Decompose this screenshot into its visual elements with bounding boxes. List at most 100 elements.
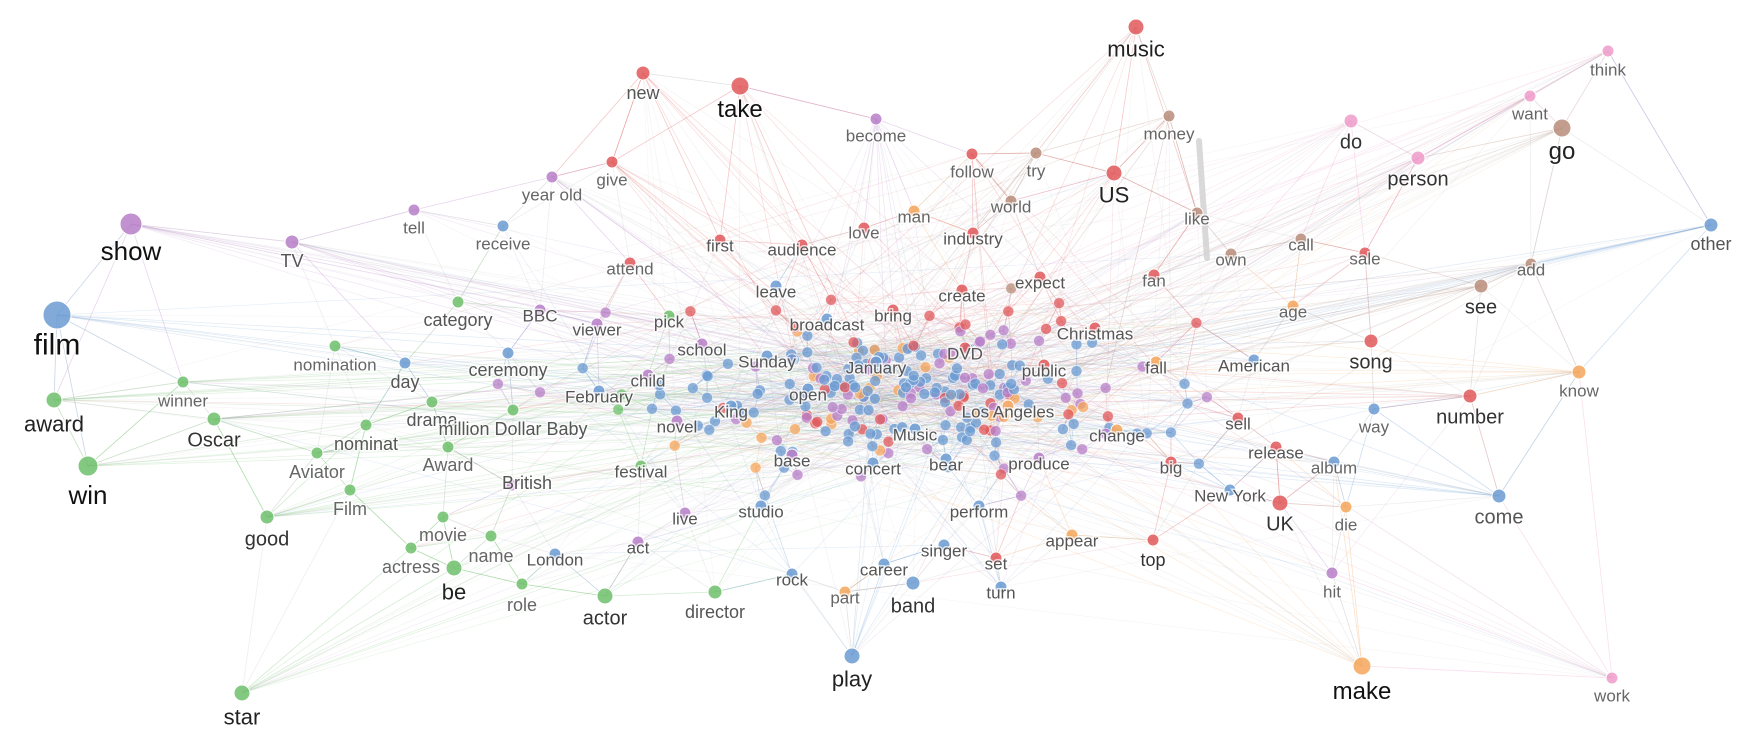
edge	[1469, 285, 1482, 397]
edge	[502, 176, 553, 227]
edge	[1068, 413, 1172, 433]
edge	[241, 361, 874, 694]
edge	[863, 227, 894, 311]
edge	[130, 223, 293, 243]
edge	[1469, 395, 1500, 497]
minor-node	[996, 338, 1009, 351]
edge	[539, 367, 584, 393]
node-actress: actress	[380, 541, 442, 579]
edge	[507, 352, 793, 575]
edge	[507, 343, 703, 354]
edge	[832, 406, 1002, 588]
edge	[690, 311, 1083, 450]
edge	[669, 358, 818, 423]
node-circle	[843, 647, 861, 665]
edge	[1000, 413, 1069, 475]
edge	[791, 358, 974, 386]
edge	[642, 72, 1009, 312]
edge	[1370, 340, 1375, 410]
edge	[442, 516, 455, 569]
minor-node	[1099, 382, 1112, 394]
node-circle	[1491, 488, 1507, 504]
node-song: song	[1348, 333, 1394, 375]
edge	[1196, 138, 1210, 261]
edge	[551, 176, 928, 450]
node-label: award	[24, 412, 84, 437]
edge	[431, 401, 862, 477]
edge	[213, 418, 318, 454]
node-circle	[548, 547, 562, 561]
edge	[1155, 322, 1197, 363]
edge	[1198, 417, 1239, 465]
node-circle	[724, 399, 738, 413]
edge	[913, 210, 974, 234]
edge	[1373, 395, 1471, 410]
node-label: nomination	[293, 356, 376, 375]
node-circle	[1286, 299, 1300, 313]
minor-node	[1042, 372, 1054, 385]
node-do: do	[1338, 113, 1364, 155]
edge	[875, 118, 1138, 434]
edge	[902, 405, 951, 412]
edge	[912, 386, 920, 584]
edge	[640, 463, 1200, 467]
edge	[967, 348, 1013, 366]
node-circle	[398, 356, 412, 370]
edge	[1135, 26, 1188, 404]
edge	[960, 172, 1115, 332]
edge	[642, 72, 741, 87]
node-circle	[1410, 150, 1426, 166]
edge	[442, 357, 950, 518]
edge	[512, 274, 1155, 411]
edge	[1184, 322, 1197, 385]
edge	[1035, 152, 1138, 434]
node-live: live	[671, 506, 699, 530]
edge	[978, 495, 1022, 507]
edge	[943, 505, 980, 546]
minor-node	[684, 305, 697, 318]
minor-node	[951, 362, 963, 375]
minor-node	[703, 423, 716, 436]
node-label: festival	[615, 463, 668, 482]
edge	[410, 516, 444, 549]
edge	[707, 368, 849, 377]
minor-node	[847, 336, 860, 349]
edge	[1007, 311, 1580, 373]
minor-node	[663, 352, 676, 365]
edge	[596, 323, 600, 392]
edge	[995, 127, 1563, 432]
edge	[1469, 371, 1580, 397]
node-circle	[77, 455, 99, 477]
node-bear: bear	[927, 452, 965, 476]
edge	[844, 582, 914, 593]
node-circle	[795, 238, 809, 252]
edge	[56, 314, 816, 424]
edge	[637, 541, 716, 593]
edge	[755, 366, 808, 419]
edge	[792, 120, 1352, 453]
edge	[213, 383, 911, 420]
minor-node	[789, 423, 801, 436]
edge	[87, 416, 1109, 467]
node-man: man	[896, 204, 932, 228]
edge	[1292, 238, 1302, 307]
minor-node	[1056, 377, 1068, 390]
edge	[1498, 371, 1580, 497]
node-circle	[1146, 533, 1160, 547]
edge	[554, 553, 1613, 679]
edge	[241, 430, 996, 694]
edge	[929, 289, 963, 317]
edge	[902, 200, 1012, 349]
edge	[1198, 95, 1531, 465]
edge	[213, 418, 268, 518]
edge	[961, 95, 1531, 438]
edge	[1331, 395, 1471, 574]
edge	[1000, 495, 1500, 588]
edge	[1142, 366, 1185, 385]
edge	[490, 535, 523, 585]
node-tv: TV	[279, 234, 305, 273]
edge	[1010, 172, 1115, 202]
edge	[978, 495, 1022, 507]
edge	[995, 534, 1073, 559]
minor-node	[929, 386, 941, 399]
